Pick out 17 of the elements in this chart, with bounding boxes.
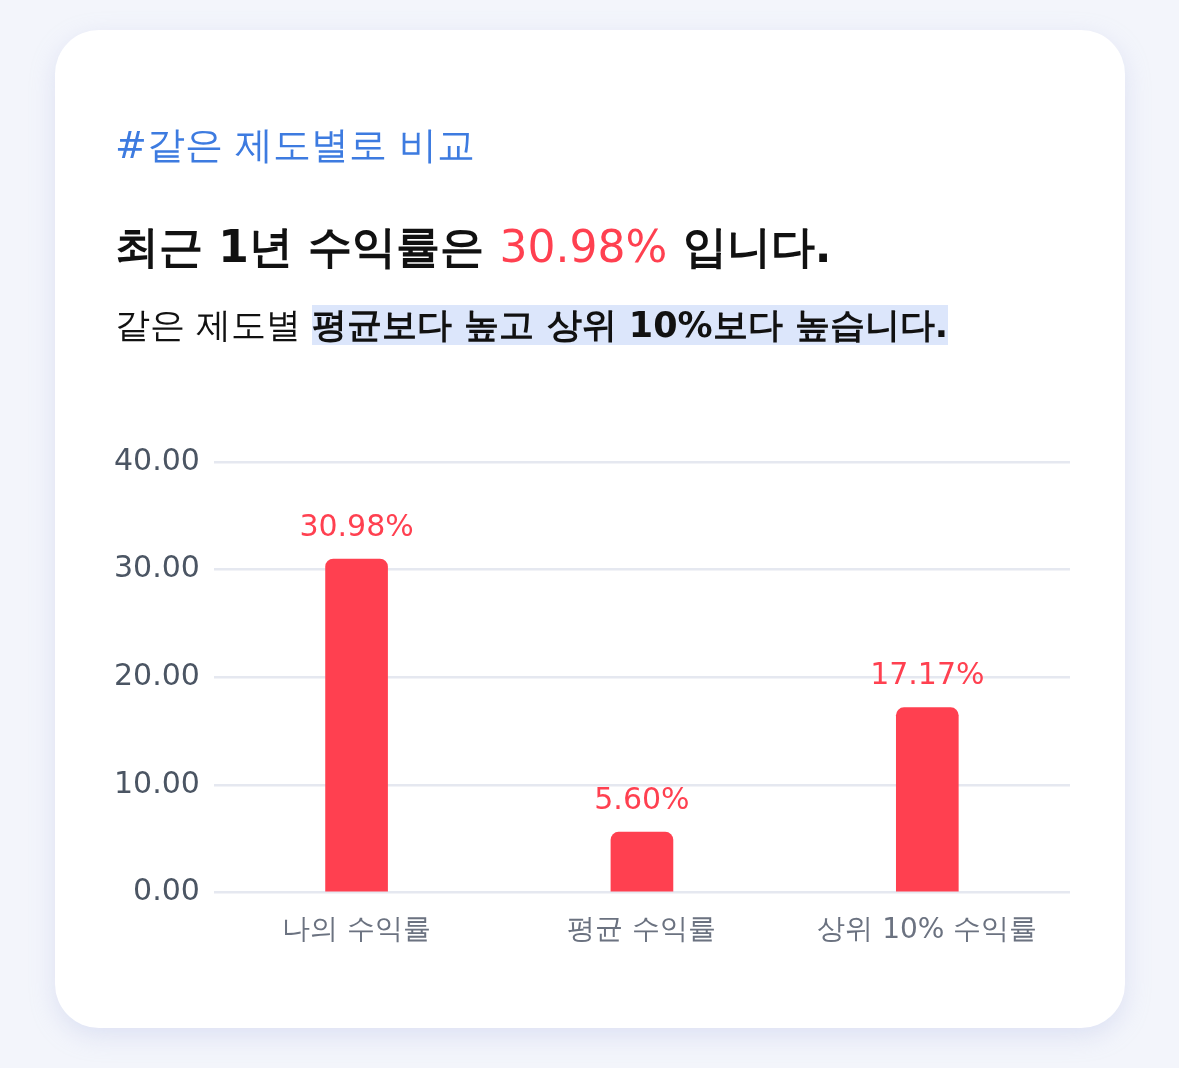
data-label: 17.17% (870, 656, 985, 692)
y-tick-label: 20.00 (113, 657, 200, 692)
y-tick-label: 40.00 (113, 441, 200, 477)
bar (325, 558, 388, 892)
chart-subtitle: 같은 제도별 평균보다 높고 상위 10%보다 높습니다. (115, 304, 949, 347)
y-tick-label: 10.00 (113, 764, 200, 800)
x-tick-label: 상위 10% 수익률 (817, 912, 1038, 946)
text: #같은 제도별로 비교 (115, 122, 475, 169)
chart-title: 최근 1년 수익률은 30.98% 입니다. (115, 220, 832, 274)
y-tick-label: 0.00 (133, 872, 200, 908)
x-tick-label: 나의 수익률 (282, 912, 432, 946)
y-tick-label: 30.00 (113, 549, 200, 585)
bar (895, 707, 959, 892)
bar (610, 831, 674, 892)
data-label: 5.60% (594, 780, 690, 816)
x-tick-label: 평균 수익률 (567, 912, 717, 946)
data-label: 30.98% (299, 507, 414, 543)
